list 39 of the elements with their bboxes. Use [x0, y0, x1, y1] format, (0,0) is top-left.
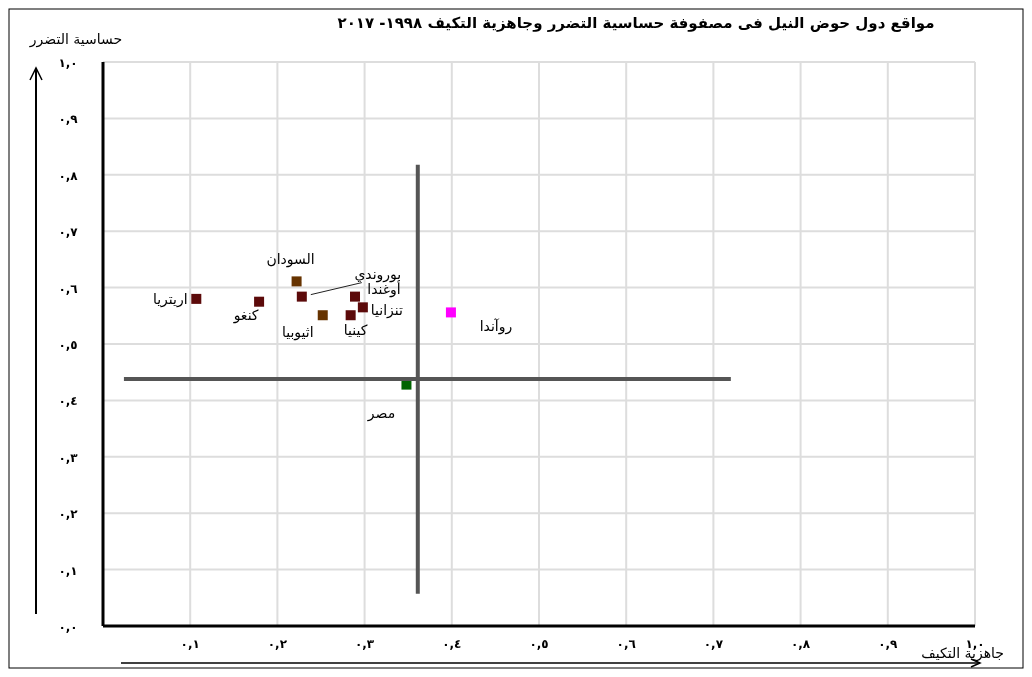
x-tick-label: ٠,٣	[354, 637, 375, 651]
y-axis-title: حساسية التضرر	[28, 31, 123, 48]
series-label: كينيا	[343, 322, 368, 339]
series-label: كنغو	[232, 306, 259, 324]
y-tick-label: ٠,٤	[58, 394, 78, 409]
y-tick-label: ١,٠	[58, 56, 78, 70]
point	[291, 276, 302, 287]
y-tick-label: ٠,٠	[58, 620, 78, 634]
series-label: روآندا	[479, 318, 513, 336]
series-label: مصر	[366, 404, 396, 422]
x-tick-label: ٠,٨	[790, 637, 811, 651]
series-label: السودان	[266, 251, 315, 269]
point	[350, 291, 361, 302]
point	[345, 310, 356, 321]
y-tick-label: ٠,٥	[58, 338, 78, 352]
x-tick-label: ٠,٤	[442, 637, 462, 651]
y-tick-label: ٠,٨	[58, 168, 79, 183]
chart-title: مواقع دول حوض النيل فى مصفوفة حساسية التضرر وجاهزية التكيف ١٩٩٨- ٢٠١٧	[337, 14, 935, 32]
y-tick-label: ٠,٣	[58, 450, 79, 465]
x-tick-label: ٠,٥	[529, 637, 549, 651]
series-label: اريتريا	[152, 290, 188, 308]
point	[254, 296, 265, 307]
x-tick-label: ٠,٦	[616, 637, 636, 651]
series-label: اثيوبيا	[281, 324, 314, 342]
point	[191, 293, 202, 304]
x-tick-label: ٠,١	[180, 637, 200, 651]
y-tick-label: ٠,٢	[58, 507, 79, 522]
y-tick-label: ٠,٦	[58, 281, 78, 296]
point	[357, 302, 368, 313]
y-tick-label: ٠,٧	[58, 225, 79, 240]
x-tick-label: ٠,٧	[703, 637, 724, 651]
y-tick-label: ٠,١	[58, 563, 78, 578]
series-label: تنزانيا	[370, 302, 404, 320]
point	[445, 307, 456, 318]
x-tick-label: ٠,٢	[267, 637, 288, 651]
x-tick-label: ٠,٩	[878, 637, 899, 651]
point	[296, 291, 307, 302]
y-tick-label: ٠,٩	[58, 112, 79, 127]
point	[317, 310, 328, 321]
